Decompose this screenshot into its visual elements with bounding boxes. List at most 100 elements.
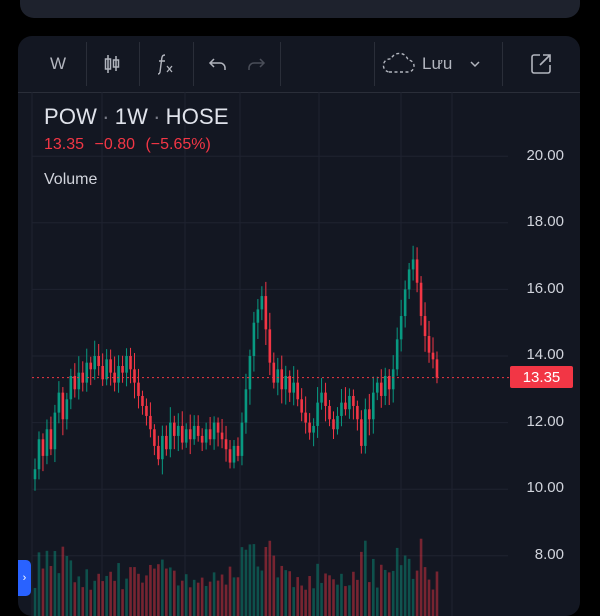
candle-body bbox=[77, 372, 81, 390]
volume-bar bbox=[411, 578, 415, 616]
volume-bar bbox=[288, 571, 292, 616]
candle-body bbox=[85, 362, 89, 383]
volume-bar bbox=[296, 577, 299, 616]
volume-bar bbox=[173, 570, 176, 616]
symbol-legend[interactable]: POW · 1W · HOSE bbox=[44, 104, 229, 130]
candle-body bbox=[379, 382, 383, 396]
expand-handle[interactable]: › bbox=[18, 560, 31, 596]
candle-body bbox=[248, 356, 252, 390]
volume-bar bbox=[264, 547, 268, 616]
candle-body bbox=[121, 365, 124, 373]
volume-bar bbox=[176, 585, 180, 616]
price-change: −0.80 bbox=[94, 136, 135, 153]
volume-bar bbox=[204, 585, 208, 616]
candle-body bbox=[109, 359, 112, 373]
candle-body bbox=[360, 419, 363, 446]
candle-body bbox=[157, 445, 160, 460]
volume-bar bbox=[85, 569, 89, 616]
volume-bar bbox=[101, 581, 104, 616]
candle-body bbox=[97, 356, 100, 366]
candle-body bbox=[93, 356, 96, 370]
candles-button[interactable] bbox=[86, 36, 138, 92]
candle-body bbox=[375, 382, 379, 393]
candle-body bbox=[145, 405, 148, 416]
volume-bar bbox=[212, 572, 216, 616]
candle-body bbox=[49, 429, 53, 450]
candle-body bbox=[101, 365, 104, 380]
volume-bar bbox=[196, 582, 200, 616]
toolbar-divider bbox=[193, 42, 194, 86]
volume-bar bbox=[153, 568, 156, 616]
volume-bar bbox=[435, 571, 439, 616]
candle-body bbox=[57, 392, 61, 413]
candles-icon bbox=[104, 55, 120, 73]
candle-body bbox=[188, 429, 192, 440]
volume-bar bbox=[161, 559, 164, 616]
candle-body bbox=[328, 405, 331, 420]
candle-body bbox=[435, 359, 439, 378]
volume-bar bbox=[304, 589, 307, 616]
candle-body bbox=[280, 369, 284, 390]
fullscreen-icon bbox=[531, 54, 551, 74]
undo-icon bbox=[208, 58, 226, 70]
current-price-tag: 13.35 bbox=[510, 366, 573, 388]
candle-body bbox=[256, 309, 260, 323]
candle-body bbox=[173, 422, 176, 436]
chart-toolbar: W Lưu bbox=[18, 36, 580, 93]
volume-bar bbox=[403, 555, 407, 616]
candle-body bbox=[304, 412, 307, 423]
volume-bar bbox=[344, 586, 347, 616]
undo-button[interactable] bbox=[198, 36, 238, 92]
symbol-interval: 1W bbox=[114, 104, 149, 129]
candle-body bbox=[268, 329, 272, 363]
volume-bar bbox=[105, 575, 108, 616]
separator-dot: · bbox=[102, 104, 110, 129]
volume-bar bbox=[372, 558, 375, 616]
toolbar-divider bbox=[86, 42, 87, 86]
candle-body bbox=[320, 392, 323, 403]
volume-bar bbox=[208, 581, 212, 616]
volume-bar bbox=[320, 582, 323, 616]
candle-body bbox=[411, 259, 415, 270]
volume-bar bbox=[252, 544, 256, 616]
volume-bar bbox=[65, 555, 69, 616]
volume-bar bbox=[73, 582, 77, 616]
candle-body bbox=[212, 422, 216, 440]
volume-bar bbox=[340, 573, 343, 616]
volume-bar bbox=[224, 584, 228, 616]
volume-bar bbox=[216, 580, 220, 616]
candle-body bbox=[208, 429, 212, 440]
volume-bar bbox=[192, 579, 196, 616]
candle-body bbox=[415, 259, 419, 283]
candle-body bbox=[292, 382, 295, 393]
candle-body bbox=[427, 336, 431, 353]
volume-bar bbox=[308, 576, 311, 616]
candle-body bbox=[288, 375, 292, 393]
candle-body bbox=[312, 425, 315, 433]
volume-bar bbox=[228, 566, 232, 616]
candle-body bbox=[113, 372, 116, 383]
indicators-button[interactable] bbox=[139, 36, 191, 92]
save-button[interactable]: Lưu bbox=[380, 36, 498, 92]
candle-body bbox=[348, 395, 351, 410]
candle-body bbox=[149, 415, 152, 430]
volume-bar bbox=[387, 572, 391, 616]
volume-bar bbox=[332, 579, 335, 616]
redo-button[interactable] bbox=[236, 36, 276, 92]
interval-button[interactable]: W bbox=[32, 36, 84, 92]
volume-bar bbox=[69, 560, 73, 616]
price-axis-label: 16.00 bbox=[526, 280, 564, 297]
volume-bar bbox=[141, 582, 144, 616]
volume-bar bbox=[407, 558, 411, 616]
candle-body bbox=[387, 375, 391, 390]
volume-bar bbox=[133, 567, 136, 616]
fullscreen-button[interactable] bbox=[518, 36, 564, 92]
interval-label: W bbox=[49, 54, 67, 73]
candle-body bbox=[133, 369, 136, 383]
candle-body bbox=[137, 382, 140, 396]
chart-panel: W Lưu POW · 1W · HOSE 13.35 −0 bbox=[18, 36, 580, 616]
volume-bar bbox=[368, 582, 371, 616]
volume-bar bbox=[328, 575, 331, 616]
volume-legend[interactable]: Volume bbox=[44, 171, 98, 188]
last-price: 13.35 bbox=[44, 136, 85, 153]
